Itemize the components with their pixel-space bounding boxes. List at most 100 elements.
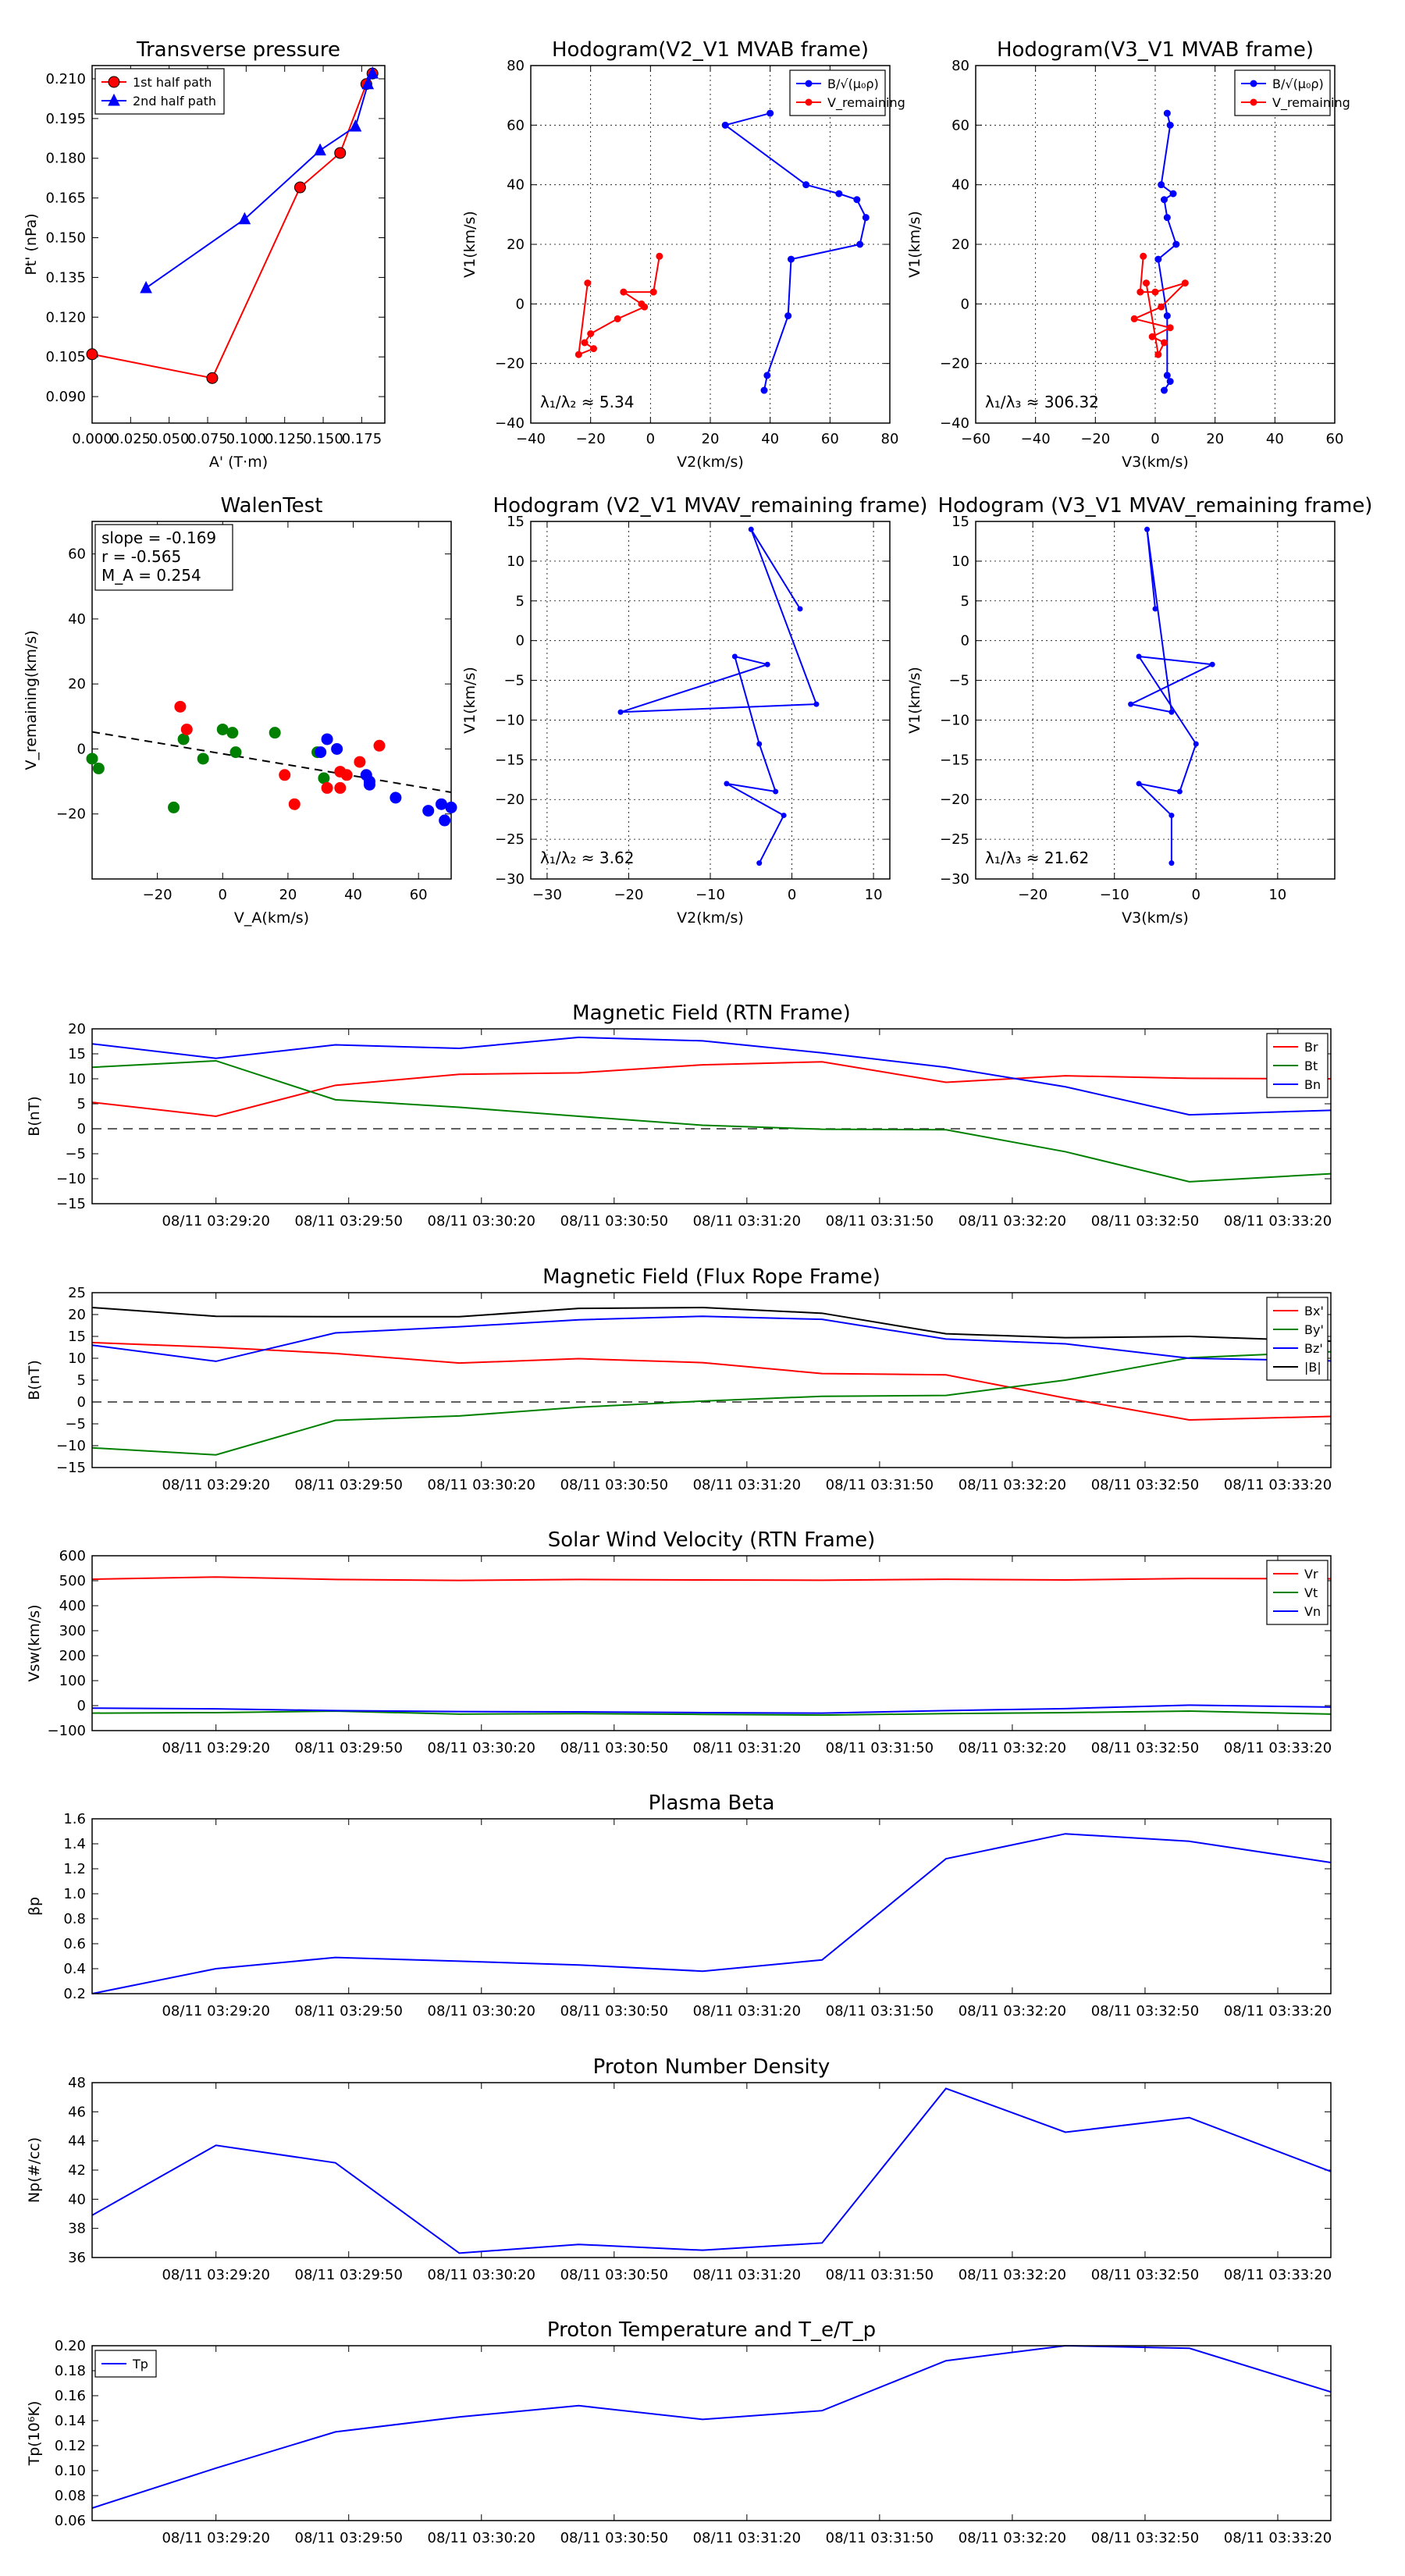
panel-h2-point [1143,279,1150,287]
panel-walen-xtick-label: 0 [219,887,227,903]
panel-walen-point [334,781,347,794]
panel-h3-point [731,653,738,660]
panel-h3-point [756,860,763,866]
panel-walen-point [389,792,402,804]
panel-h2-point [1163,214,1171,222]
panel-h1-point [581,339,589,347]
panel-h2-xtick-label: 40 [1266,431,1284,447]
panel-h3-ytick-label: −20 [495,792,525,808]
panel-h1-point [767,109,774,117]
panel-h2-point [1161,386,1168,394]
panel-walen-point [321,781,333,794]
ts-vsw-ytick-label: 200 [59,1648,86,1664]
panel-walen-stats-box [94,524,233,591]
ts-bmag-time-tick-label: 08/11 03:30:50 [560,1213,668,1229]
panel-h1-point [641,303,649,311]
ts-bfr-time-tick-label: 08/11 03:32:50 [1091,1477,1199,1493]
panel-pt-point [361,76,375,90]
ts-vsw-time-tick-label: 08/11 03:30:20 [428,1740,535,1756]
ts-bmag-ytick-label: 15 [68,1046,86,1062]
panel-h2-legend-label: B/√(μ₀ρ) [1272,76,1324,91]
panel-walen-fit-line [91,731,452,793]
panel-h2-xtick-label: 20 [1206,431,1224,447]
panel-h1-ytick-label: 40 [507,177,525,194]
panel-h2-point [1181,279,1189,287]
ts-bmag-time-tick-label: 08/11 03:29:20 [162,1213,269,1229]
panel-h2-ytick-label: 0 [961,296,969,312]
panel-h3-ytick-label: −15 [495,752,525,768]
ts-bmag-series-0 [91,1061,1332,1118]
panel-h3-point [813,701,820,707]
ts-np-series-0 [91,2087,1332,2254]
panel-h1-point [835,190,843,197]
panel-h1-point [763,372,771,379]
panel-walen-stat-text: slope = -0.169 [101,528,216,547]
panel-walen-stat-text: M_A = 0.254 [101,566,201,585]
panel-h3-point [764,661,770,667]
ts-tp-ytick-label: 0.16 [55,2388,86,2404]
ts-tp-legend-label: Tp [132,2357,148,2371]
ts-bmag-time-tick-label: 08/11 03:32:50 [1091,1213,1199,1229]
panel-h3-series-line-0 [620,528,818,864]
panel-h3-ytick-label: −10 [495,712,525,728]
panel-h2-point [1161,339,1168,347]
ts-bmag-ytick-label: −10 [56,1171,86,1187]
ts-beta-time-tick-label: 08/11 03:32:50 [1091,2003,1199,2019]
panel-walen-xtick-label: −20 [143,887,173,903]
ts-vsw-ytick-label: 400 [59,1598,86,1614]
panel-h2-legend-marker [1250,98,1257,106]
ts-np-time-tick-label: 08/11 03:32:20 [959,2267,1066,2283]
panel-pt-ytick-label: 0.210 [45,71,86,87]
ts-beta-ytick-label: 1.4 [63,1836,86,1852]
ts-bmag-ytick-label: 5 [77,1096,86,1112]
ts-vsw-time-tick-label: 08/11 03:32:20 [959,1740,1066,1756]
panel-pt-legend-label: 2nd half path [133,94,216,109]
panel-h4-ytick-label: 15 [951,514,969,530]
panel-h3-point [797,606,803,612]
ts-bmag-legend-label: Br [1304,1040,1318,1055]
ts-bmag-time-tick-label: 08/11 03:31:50 [826,1213,934,1229]
ts-bfr-series-1 [91,1350,1332,1456]
ts-bfr-ytick-label: 15 [68,1329,86,1345]
ts-beta-series-0 [91,1833,1332,1994]
ts-beta-ytick-label: 1.0 [63,1886,86,1902]
panel-h1-xtick-label: 0 [646,431,655,447]
panel-h4-annotation: λ₁/λ₃ ≈ 21.62 [985,849,1089,867]
ts-np-ytick-label: 38 [68,2221,86,2237]
ts-bmag-series-1 [91,1059,1332,1183]
panel-pt-legend-marker [108,93,120,106]
panel-h2-ytick-label: 40 [951,177,969,194]
panel-pt-xtick-label: 0.100 [226,431,267,447]
panel-h1-legend-marker [805,80,813,87]
ts-np-time-tick-label: 08/11 03:32:50 [1091,2267,1199,2283]
ts-vsw-time-tick-label: 08/11 03:29:50 [295,1740,403,1756]
panel-walen-ylabel: V_remaining(km/s) [23,630,40,770]
panel-pt-point [293,181,306,194]
panel-h2-point [1158,303,1165,311]
ts-np-ytick-label: 36 [68,2250,86,2266]
panel-h2-point [1151,288,1159,296]
panel-h1-point [587,330,595,337]
ts-beta-time-tick-label: 08/11 03:30:50 [560,2003,668,2019]
ts-tp-axes-frame [91,2345,1332,2521]
panel-h2-point [1154,255,1162,263]
panel-pt-legend-box [94,68,225,115]
panel-h1-point [721,121,729,129]
panel-h1-ytick-label: −20 [495,356,525,372]
ts-bfr-time-tick-label: 08/11 03:31:20 [693,1477,801,1493]
panel-pt-xtick-label: 0.000 [72,431,112,447]
panel-h4-xtick-label: 0 [1192,887,1200,903]
panel-walen-stat-text: r = -0.565 [101,547,181,566]
panel-h1-point [574,350,582,358]
ts-np-ytick-label: 48 [68,2075,86,2091]
ts-tp-time-tick-label: 08/11 03:30:20 [428,2530,535,2546]
ts-tp-time-tick-label: 08/11 03:32:50 [1091,2530,1199,2546]
ts-tp-time-tick-label: 08/11 03:29:50 [295,2530,403,2546]
panel-h3-point [724,781,730,787]
panel-h2-legend-marker [1250,80,1257,87]
ts-np-time-tick-label: 08/11 03:30:20 [428,2267,535,2283]
panel-walen-point [86,753,98,765]
panel-h3-ytick-label: −5 [503,673,525,689]
panel-h1-point [620,288,628,296]
panel-walen-xtick-label: 20 [279,887,297,903]
